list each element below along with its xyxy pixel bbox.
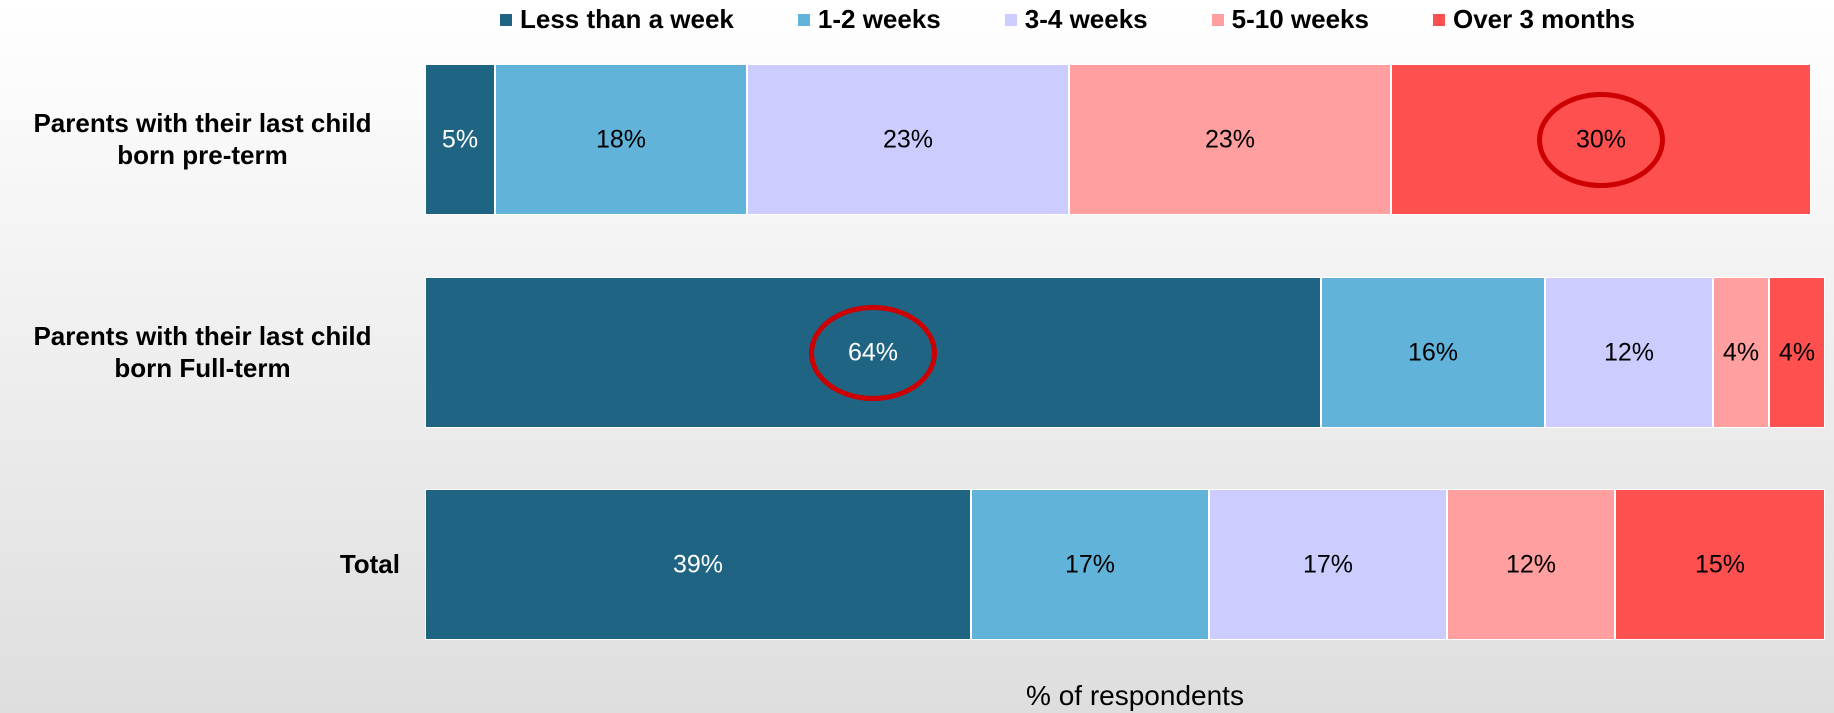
bar-segment [1321, 277, 1545, 428]
data-label: 16% [1407, 338, 1459, 366]
legend-swatch [797, 13, 810, 26]
bar-segment [971, 489, 1209, 640]
legend-label: Less than a week [520, 4, 734, 34]
bar-segment [1545, 277, 1713, 428]
bar-segment [1069, 64, 1391, 215]
legend-swatch [1004, 13, 1017, 26]
data-label: 23% [882, 125, 934, 153]
legend-item: 5-10 weeks [1211, 4, 1369, 35]
bar-segment [1447, 489, 1615, 640]
category-label-box: Total [0, 489, 400, 640]
legend-swatch [1432, 13, 1445, 26]
bar-segment [1713, 277, 1769, 428]
legend: Less than a week 1-2 weeks 3-4 weeks 5-10 w… [500, 4, 1635, 35]
legend-item: Over 3 months [1432, 4, 1636, 35]
category-label-box: Parents with their last child born pre-t… [0, 64, 400, 215]
category-label: Parents with their last child born pre-t… [33, 108, 372, 170]
data-label: 23% [1204, 125, 1256, 153]
highlight-circle [809, 304, 937, 401]
bar-segment [1615, 489, 1825, 640]
legend-label: 3-4 weeks [1024, 4, 1148, 34]
bar-segment [495, 64, 747, 215]
legend-item: Less than a week [500, 4, 734, 35]
legend-swatch [500, 13, 512, 26]
data-label: 17% [1302, 550, 1354, 578]
data-label: 18% [595, 125, 647, 153]
data-label: 39% [672, 550, 724, 578]
legend-label: Over 3 months [1452, 4, 1636, 34]
bar-segment [1209, 489, 1447, 640]
legend-label: 1-2 weeks [817, 4, 941, 34]
bar-segment [425, 489, 971, 640]
legend-label: 5-10 weeks [1231, 4, 1369, 34]
data-label: 12% [1505, 550, 1557, 578]
data-label: 17% [1064, 550, 1116, 578]
legend-item: 1-2 weeks [797, 4, 941, 35]
legend-item: 3-4 weeks [1004, 4, 1148, 35]
data-label: 12% [1603, 338, 1655, 366]
highlight-circle [1537, 91, 1665, 188]
category-label-box: Parents with their last child born Full-… [0, 277, 400, 428]
data-label: 15% [1694, 550, 1746, 578]
data-label: 4% [1722, 338, 1760, 366]
bar-segment [425, 64, 495, 215]
x-axis-label: % of respondents [1026, 680, 1244, 711]
data-label: 4% [1778, 338, 1816, 366]
category-label: Total [339, 548, 400, 579]
bar-segment [747, 64, 1069, 215]
bar-segment [1769, 277, 1825, 428]
legend-swatch [1211, 13, 1224, 26]
data-label: 5% [441, 125, 479, 153]
category-label: Parents with their last child born Full-… [33, 321, 372, 383]
